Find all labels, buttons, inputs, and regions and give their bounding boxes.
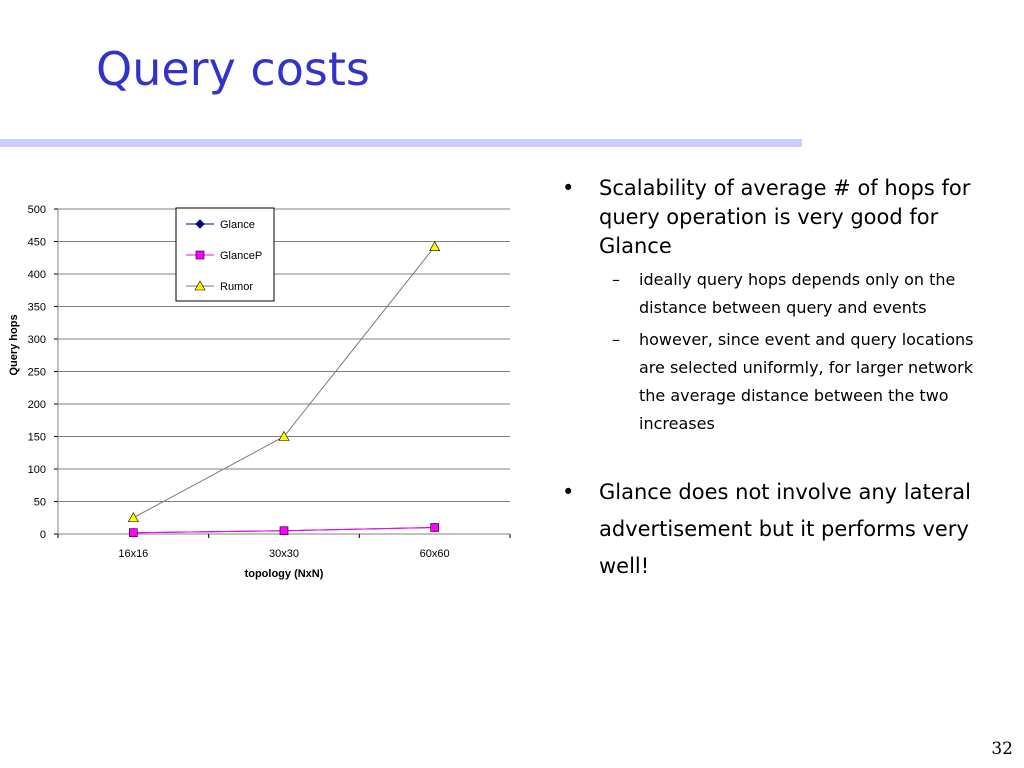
legend-item-glancep: GlanceP: [186, 250, 262, 262]
series-glancep: [129, 523, 439, 538]
legend-label: Rumor: [220, 281, 253, 293]
legend-item-rumor: Rumor: [186, 280, 253, 293]
bullet-text: Scalability of average # of hops for que…: [599, 176, 971, 258]
bullet-list: Scalability of average # of hops for que…: [562, 174, 1002, 585]
y-tick-label: 250: [28, 367, 46, 379]
bullet-text: Glance does not involve any lateral adve…: [599, 480, 971, 578]
page-number: 32: [991, 739, 1013, 759]
y-tick-label: 50: [34, 497, 46, 509]
legend-swatch-marker: [194, 280, 206, 291]
data-point: [127, 512, 139, 523]
y-tick-label: 400: [28, 269, 46, 281]
legend-label: GlanceP: [220, 250, 262, 262]
data-point: [129, 528, 138, 538]
data-point: [429, 241, 441, 251]
chart-axes: [54, 208, 511, 538]
y-tick-label: 100: [28, 464, 46, 476]
sub-bullet-uniform-locations: however, since event and query locations…: [599, 326, 1002, 438]
legend-label: Glance: [220, 219, 255, 231]
query-hops-chart: 0 50 100 150 200 250 300 350 400 450 500 16x16 30x3…: [8, 204, 511, 580]
y-tick-labels: 0 50 100 150 200 250 300 350 400 450 500: [28, 204, 46, 541]
slide-title: Query costs: [96, 42, 370, 96]
legend-item-glance: Glance: [186, 219, 255, 231]
x-tick-label: 30x30: [269, 548, 299, 560]
y-tick-label: 300: [28, 334, 46, 346]
data-point: [430, 523, 439, 532]
bullet-no-lateral-advertisement: Glance does not involve any lateral adve…: [562, 474, 1002, 585]
chart-legend: Glance GlanceP Rumor: [175, 207, 275, 302]
y-tick-label: 150: [28, 432, 46, 444]
series-rumor: [127, 241, 441, 523]
data-point: [279, 526, 289, 536]
x-axis-label: topology (NxN): [245, 568, 324, 580]
sub-bullet-list: ideally query hops depends only on the d…: [599, 266, 1002, 438]
title-underline: [0, 139, 802, 147]
bullet-scalability: Scalability of average # of hops for que…: [562, 174, 1002, 438]
y-tick-label: 500: [28, 204, 46, 216]
x-tick-labels: 16x16 30x30 60x60: [118, 548, 449, 560]
chart-series: [127, 241, 441, 538]
legend-swatch-marker: [195, 250, 205, 260]
data-point: [278, 430, 290, 441]
y-axis-label: Query hops: [8, 314, 20, 375]
y-tick-label: 200: [28, 399, 46, 411]
x-tick-label: 60x60: [420, 548, 450, 560]
sub-bullet-ideal-hops: ideally query hops depends only on the d…: [599, 266, 1002, 322]
legend-swatch-marker: [195, 219, 205, 229]
y-tick-label: 450: [28, 237, 46, 249]
y-tick-label: 0: [40, 529, 46, 541]
y-tick-label: 350: [28, 302, 46, 314]
chart-gridlines: [58, 208, 510, 502]
x-tick-label: 16x16: [118, 548, 148, 560]
